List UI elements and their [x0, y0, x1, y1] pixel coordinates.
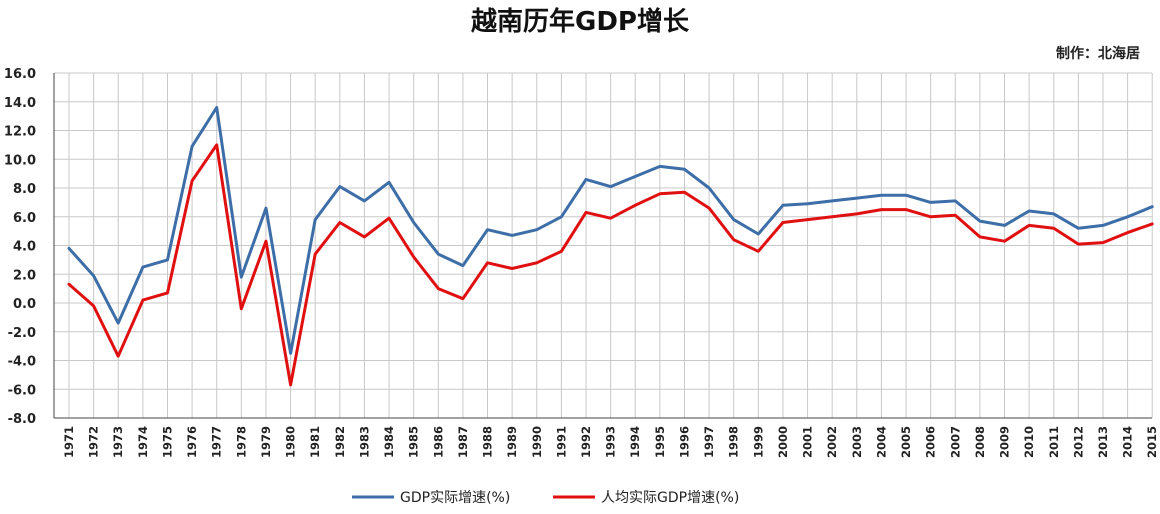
x-tick-label: 1978	[234, 426, 248, 458]
x-tick-label: 2008	[973, 426, 987, 458]
x-tick-label: 2001	[801, 426, 815, 458]
y-tick-label: 12.0	[4, 125, 36, 140]
series	[67, 106, 1154, 387]
x-tick-label: 1990	[530, 426, 544, 458]
x-tick-label: 1983	[357, 426, 371, 458]
legend-label-2: 人均实际GDP增速(%)	[601, 490, 739, 506]
axes	[53, 73, 1152, 419]
x-tick-label: 1997	[702, 426, 716, 458]
y-tick-label: 2.0	[13, 268, 36, 283]
legend-label-1: GDP实际增速(%)	[400, 490, 510, 506]
y-tick-label: -4.0	[8, 355, 36, 370]
y-tick-label: 0.0	[13, 297, 36, 312]
x-tick-label: 2015	[1145, 426, 1159, 458]
x-axis-ticks: 1971 1972 1973 1974 1975 1976 1977 1978 1979 1980…	[62, 426, 1159, 458]
y-tick-label: 10.0	[4, 153, 36, 168]
x-tick-label: 1998	[727, 426, 741, 458]
x-tick-label: 1981	[308, 426, 322, 458]
series-line-1	[67, 106, 1154, 355]
x-tick-label: 1994	[628, 426, 642, 458]
x-tick-label: 1996	[677, 426, 691, 458]
x-tick-label: 1971	[62, 426, 76, 458]
x-tick-label: 2013	[1096, 426, 1110, 458]
y-tick-label: 6.0	[13, 211, 36, 226]
x-tick-label: 1992	[579, 426, 593, 458]
x-tick-label: 1979	[259, 426, 273, 458]
x-tick-label: 1974	[136, 426, 150, 458]
x-tick-label: 2003	[850, 426, 864, 458]
x-tick-label: 2000	[776, 426, 790, 458]
y-tick-label: 14.0	[4, 96, 36, 111]
y-tick-label: 4.0	[13, 240, 36, 255]
x-tick-label: 2014	[1121, 426, 1135, 458]
x-tick-label: 2009	[998, 426, 1012, 458]
x-tick-label: 1999	[751, 426, 765, 458]
x-tick-label: 1980	[284, 426, 298, 458]
x-tick-label: 1986	[431, 426, 445, 458]
x-tick-label: 2005	[899, 426, 913, 458]
y-axis-ticks: 16.0 14.0 12.0 10.0 8.0 6.0 4.0 2.0 0.0 -2.0 -4.0 -…	[4, 67, 36, 427]
x-tick-label: 1985	[407, 426, 421, 458]
x-tick-label: 1972	[87, 426, 101, 458]
x-tick-label: 2010	[1022, 426, 1036, 458]
x-tick-label: 2006	[924, 426, 938, 458]
x-tick-label: 2002	[825, 426, 839, 458]
y-tick-label: -8.0	[8, 412, 36, 427]
y-tick-label: -2.0	[8, 326, 36, 341]
x-tick-label: 1975	[160, 426, 174, 458]
chart-credit: 制作：北海居	[1056, 45, 1140, 62]
x-tick-label: 1977	[210, 426, 224, 458]
legend: GDP实际增速(%) 人均实际GDP增速(%)	[352, 490, 739, 506]
x-tick-label: 1989	[505, 426, 519, 458]
x-tick-label: 1993	[604, 426, 618, 458]
x-tick-label: 2011	[1047, 426, 1061, 458]
x-tick-label: 1987	[456, 426, 470, 458]
y-tick-label: 8.0	[13, 182, 36, 197]
x-tick-label: 2007	[948, 426, 962, 458]
x-tick-label: 2004	[874, 426, 888, 458]
x-tick-label: 1995	[653, 426, 667, 458]
chart-title: 越南历年GDP增长	[471, 6, 690, 37]
x-tick-label: 2012	[1071, 426, 1085, 458]
x-tick-label: 1973	[111, 426, 125, 458]
x-tick-label: 1982	[333, 426, 347, 458]
x-tick-label: 1988	[481, 426, 495, 458]
x-tick-label: 1976	[185, 426, 199, 458]
y-tick-label: 16.0	[4, 67, 36, 82]
x-tick-label: 1984	[382, 426, 396, 458]
y-tick-label: -6.0	[8, 383, 36, 398]
series-line-2	[67, 143, 1154, 387]
x-tick-label: 1991	[554, 426, 568, 458]
